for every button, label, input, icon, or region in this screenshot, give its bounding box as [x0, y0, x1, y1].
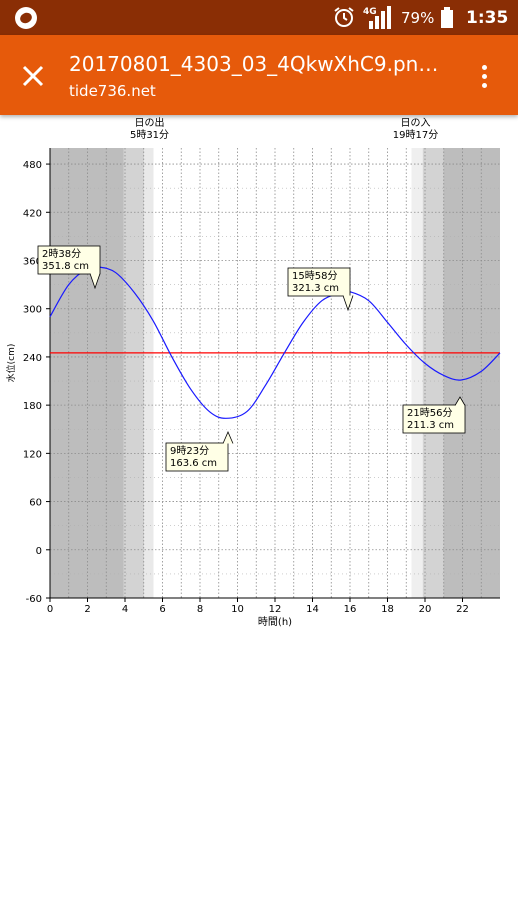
y-tick-label: 480 [23, 160, 42, 171]
x-tick-label: 18 [381, 604, 394, 615]
annotation-time: 2時38分 [42, 248, 81, 260]
annotation-value: 351.8 cm [42, 261, 89, 272]
y-tick-label: 240 [23, 353, 42, 364]
battery-percent: 79% [401, 9, 435, 27]
annotation-time: 15時58分 [292, 270, 337, 282]
sunrise-time: 5時31分 [130, 129, 169, 141]
page-title: 20170801_4303_03_4QkwXhC9.pn… [69, 52, 439, 76]
x-tick-label: 14 [306, 604, 319, 615]
dawn-band [144, 148, 154, 598]
night-band-morning [50, 148, 124, 598]
annotation-pointer [89, 273, 101, 290]
y-tick-label: 120 [23, 449, 42, 460]
status-bar: 4G 79% 1:35 [0, 0, 518, 35]
app-logo-icon [15, 7, 37, 29]
y-tick-label: 0 [36, 546, 42, 557]
network-type-label: 4G [363, 7, 377, 17]
sunset-time: 19時17分 [393, 129, 438, 141]
close-icon[interactable] [18, 61, 48, 91]
y-tick-label: 360 [23, 257, 42, 268]
annotation-value: 211.3 cm [407, 420, 454, 431]
x-tick-label: 4 [122, 604, 128, 615]
status-clock: 1:35 [466, 8, 509, 28]
page-url: tide736.net [69, 82, 156, 100]
y-tick-label: 60 [29, 498, 42, 509]
annotation-box [165, 442, 229, 472]
annotation-pointer [222, 430, 234, 444]
tide-chart: 0 2 4 6 8 10 12 14 16 18 20 22 -60 0 60 120 180 240 300 360… [5, 116, 501, 628]
app-bar: 20170801_4303_03_4QkwXhC9.pn… tide736.ne… [0, 35, 518, 115]
sunset-label: 日の入 [401, 118, 431, 129]
y-tick-label: 300 [23, 305, 42, 316]
x-tick-label: 2 [84, 604, 90, 615]
annotation-time: 21時56分 [407, 407, 452, 419]
annotation-box [287, 267, 351, 297]
alarm-icon [334, 7, 354, 27]
y-tick-label: 420 [23, 208, 42, 219]
signal-icon: 4G [363, 6, 391, 29]
x-tick-label: 12 [269, 604, 282, 615]
annotation-box [37, 245, 101, 275]
annotation-value: 321.3 cm [292, 283, 339, 294]
x-tick-label: 16 [344, 604, 357, 615]
annotation-time: 9時23分 [170, 445, 209, 457]
x-tick-label: 0 [47, 604, 53, 615]
y-axis-label: 水位(cm) [5, 344, 17, 383]
x-tick-label: 8 [197, 604, 203, 615]
sunrise-label: 日の出 [135, 116, 165, 129]
x-axis-label: 時間(h) [258, 616, 292, 628]
battery-icon [441, 7, 453, 28]
x-tick-label: 22 [456, 604, 469, 615]
dusk-band [411, 148, 423, 598]
overflow-menu-icon[interactable] [474, 61, 494, 91]
twilight-band-evening [422, 148, 444, 598]
x-tick-label: 6 [159, 604, 165, 615]
night-band-evening [443, 148, 500, 598]
x-tick-label: 10 [231, 604, 244, 615]
x-tick-label: 20 [419, 604, 432, 615]
twilight-band-morning [123, 148, 145, 598]
annotation-box [402, 404, 466, 434]
annotation-pointer [454, 396, 466, 406]
y-tick-label: 180 [23, 401, 42, 412]
y-tick-label: -60 [26, 594, 42, 605]
annotation-pointer [342, 295, 354, 312]
tide-line [49, 265, 501, 419]
annotation-value: 163.6 cm [170, 458, 217, 469]
